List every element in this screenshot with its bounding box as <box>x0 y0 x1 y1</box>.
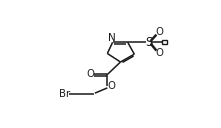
Bar <box>162 40 167 44</box>
Text: N: N <box>108 33 116 43</box>
Text: O: O <box>107 81 115 91</box>
Text: O: O <box>87 70 95 79</box>
Text: O: O <box>156 48 164 58</box>
Text: S: S <box>145 36 152 49</box>
Text: O: O <box>156 27 164 38</box>
Text: Br: Br <box>59 89 70 99</box>
